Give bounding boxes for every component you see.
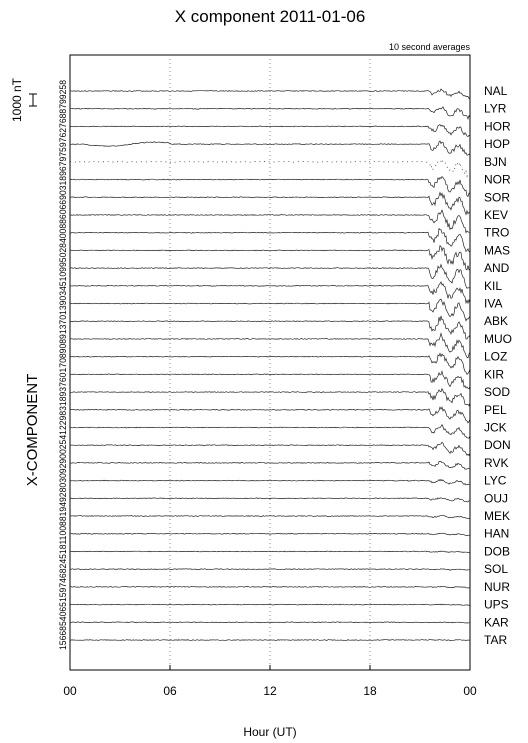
- trace-nur: [69, 586, 471, 589]
- station-label-iva: IVA: [484, 297, 502, 311]
- x-axis-label: Hour (UT): [243, 725, 296, 739]
- station-label-kir: KIR: [484, 367, 504, 381]
- station-label-muo: MUO: [484, 332, 512, 346]
- trace-hop: [69, 140, 471, 156]
- trace-sol: [69, 568, 471, 571]
- trace-loz: [69, 352, 471, 375]
- scale-bar: [29, 93, 37, 107]
- station-label-sor: SOR: [484, 190, 510, 204]
- trace-lyr: [69, 106, 471, 120]
- station-traces: [69, 88, 471, 641]
- x-axis-ticks: 00 06 12 18 00: [63, 665, 477, 698]
- station-label-loz: LOZ: [484, 350, 507, 364]
- station-label-mek: MEK: [484, 509, 510, 523]
- x-tick-label-2: 12: [263, 684, 277, 698]
- trace-and: [69, 263, 471, 289]
- trace-kar: [69, 621, 471, 624]
- station-label-pel: PEL: [484, 403, 507, 417]
- trace-mas: [69, 244, 471, 271]
- trace-muo: [69, 332, 471, 359]
- trace-ups: [69, 603, 471, 606]
- station-labels: NAL LYR HOR HOP BJN NOR SOR KEV TRO MAS AND KIL IVA A…: [484, 84, 512, 647]
- trace-rvk: [70, 461, 471, 470]
- station-label-ups: UPS: [484, 598, 509, 612]
- trace-kev: [69, 209, 470, 234]
- station-label-dob: DOB: [484, 544, 510, 558]
- trace-bjn: [70, 157, 471, 178]
- station-label-nal: NAL: [484, 84, 508, 98]
- trace-sor: [70, 191, 471, 216]
- trace-dob: [69, 550, 470, 553]
- trace-tro: [69, 227, 471, 253]
- station-label-nur: NUR: [484, 580, 510, 594]
- trace-lyc: [69, 478, 471, 486]
- station-label-hop: HOP: [484, 137, 510, 151]
- station-label-mas: MAS: [484, 243, 510, 257]
- station-label-rvk: RVK: [484, 456, 508, 470]
- y-axis-label: X-COMPONENT: [24, 374, 41, 487]
- station-label-nor: NOR: [484, 173, 511, 187]
- trace-nor: [69, 176, 471, 198]
- trace-kir: [69, 370, 471, 390]
- x-tick-label-0: 00: [63, 684, 77, 698]
- trace-jck: [70, 423, 471, 439]
- trace-sod: [70, 387, 471, 407]
- station-label-sod: SOD: [484, 385, 510, 399]
- baselines-text: 1566854065159746824518110088194928030929…: [58, 80, 68, 650]
- station-label-jck: JCK: [484, 420, 507, 434]
- trace-don: [69, 441, 471, 457]
- trace-ouj: [69, 497, 470, 503]
- station-label-bjn: BJN: [484, 155, 507, 169]
- station-label-hor: HOR: [484, 119, 511, 133]
- station-label-kil: KIL: [484, 279, 502, 293]
- station-label-sol: SOL: [484, 562, 508, 576]
- station-label-kev: KEV: [484, 208, 508, 222]
- station-label-abk: ABK: [484, 314, 508, 328]
- station-label-don: DON: [484, 438, 511, 452]
- trace-tar: [69, 639, 471, 641]
- gridlines: [169, 55, 371, 670]
- trace-iva: [69, 298, 471, 322]
- trace-pel: [69, 406, 471, 424]
- trace-hor: [69, 124, 471, 138]
- station-label-tro: TRO: [484, 226, 509, 240]
- trace-nal: [69, 88, 471, 100]
- trace-han: [69, 532, 471, 537]
- scale-bar-label: 1000 nT: [10, 77, 24, 122]
- chart-title: X component 2011-01-06: [175, 7, 366, 26]
- station-label-kar: KAR: [484, 615, 509, 629]
- station-label-ouj: OUJ: [484, 491, 508, 505]
- trace-kil: [69, 281, 471, 305]
- station-label-lyr: LYR: [484, 102, 507, 116]
- x-tick-label-1: 06: [163, 684, 177, 698]
- trace-abk: [69, 315, 471, 340]
- station-label-lyc: LYC: [484, 474, 507, 488]
- station-label-and: AND: [484, 261, 510, 275]
- station-label-tar: TAR: [484, 633, 507, 647]
- x-tick-label-3: 18: [363, 684, 377, 698]
- x-tick-label-4: 00: [463, 684, 477, 698]
- station-label-han: HAN: [484, 527, 509, 541]
- trace-mek: [69, 514, 471, 519]
- chart-subtitle: 10 second averages: [389, 42, 471, 52]
